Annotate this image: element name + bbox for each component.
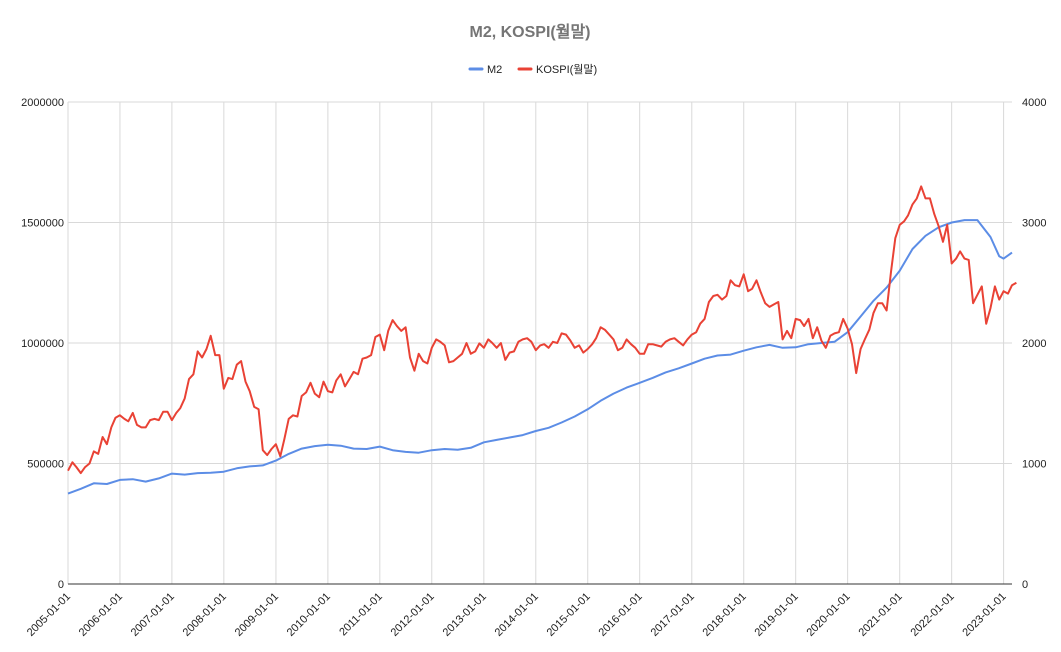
left-tick-label: 500000 (27, 459, 64, 471)
x-tick-label: 2012-01-01 (389, 591, 437, 639)
x-axis-tick-labels: 2005-01-01 2006-01-01 2007-01-01 2008-01-01… (25, 591, 1009, 639)
legend-label-m2: M2 (487, 64, 502, 76)
x-tick-label: 2014-01-01 (493, 591, 541, 639)
right-tick-label: 3000 (1022, 218, 1046, 230)
x-tick-label: 2005-01-01 (25, 591, 73, 639)
x-tick-label: 2011-01-01 (337, 591, 385, 639)
x-tick-label: 2020-01-01 (804, 591, 852, 639)
x-tick-label: 2023-01-01 (960, 591, 1008, 639)
x-tick-label: 2013-01-01 (441, 591, 489, 639)
left-tick-label: 0 (58, 579, 64, 591)
x-tick-label: 2009-01-01 (233, 591, 281, 639)
series-line-kospi (67, 185, 1017, 475)
left-tick-label: 1000000 (21, 338, 64, 350)
x-tick-label: 2019-01-01 (753, 591, 801, 639)
x-tick-label: 2010-01-01 (285, 591, 333, 639)
series-layer (67, 185, 1017, 495)
legend-item-m2[interactable]: M2 (468, 64, 502, 76)
right-tick-label: 1000 (1022, 459, 1046, 471)
right-tick-label: 2000 (1022, 338, 1046, 350)
x-tick-label: 2007-01-01 (129, 591, 177, 639)
vertical-gridlines (67, 102, 1005, 584)
right-tick-label: 0 (1022, 579, 1028, 591)
chart-title: M2, KOSPI(월말) (469, 22, 590, 41)
right-tick-label: 4000 (1022, 97, 1046, 109)
horizontal-gridlines (68, 101, 1012, 464)
left-tick-label: 1500000 (21, 218, 64, 230)
x-tick-label: 2015-01-01 (545, 591, 593, 639)
x-tick-label: 2017-01-01 (649, 591, 697, 639)
x-tick-label: 2021-01-01 (857, 591, 905, 639)
x-tick-label: 2016-01-01 (597, 591, 645, 639)
legend-label-kospi: KOSPI(월말) (536, 63, 597, 76)
legend-item-kospi[interactable]: KOSPI(월말) (517, 63, 597, 76)
left-tick-label: 2000000 (21, 97, 64, 109)
x-tick-label: 2018-01-01 (701, 591, 749, 639)
left-axis-tick-labels: 0 500000 1000000 1500000 2000000 (21, 97, 64, 591)
right-axis-tick-labels: 0 1000 2000 3000 4000 (1022, 97, 1046, 591)
x-tick-label: 2022-01-01 (908, 591, 956, 639)
legend: M2 KOSPI(월말) (468, 63, 597, 76)
series-line-m2 (67, 219, 1013, 495)
x-tick-label: 2008-01-01 (181, 591, 229, 639)
x-tick-label: 2006-01-01 (77, 591, 125, 639)
